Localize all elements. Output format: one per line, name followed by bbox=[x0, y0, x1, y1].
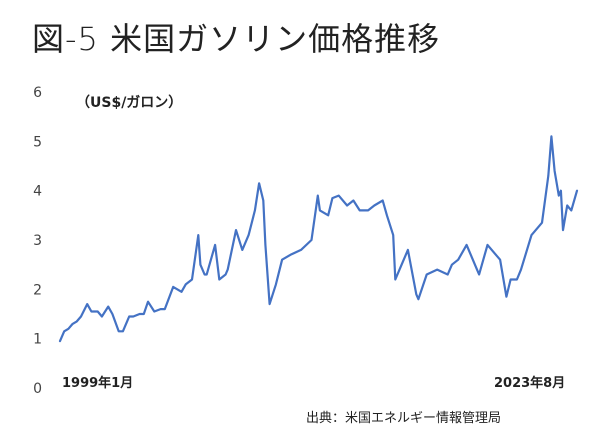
source-note: 出典：米国エネルギー情報管理局 bbox=[306, 411, 502, 426]
y-axis-ticks: 0 1 2 3 4 5 6 bbox=[33, 85, 42, 397]
y-tick-label-5: 5 bbox=[33, 134, 42, 150]
y-tick-label-0: 0 bbox=[33, 381, 42, 397]
y-tick-label-1: 1 bbox=[33, 332, 42, 348]
y-tick-label-4: 4 bbox=[33, 184, 42, 200]
x-start-label: 1999年1月 bbox=[62, 376, 134, 391]
gasoline-price-line bbox=[58, 135, 579, 343]
chart-title: 図-5 米国ガソリン価格推移 bbox=[32, 20, 441, 58]
x-end-label: 2023年8月 bbox=[494, 376, 566, 391]
y-tick-label-6: 6 bbox=[33, 85, 42, 101]
unit-label: （US$/ガロン） bbox=[76, 95, 183, 111]
y-tick-label-3: 3 bbox=[33, 233, 42, 249]
y-tick-label-2: 2 bbox=[33, 282, 42, 298]
